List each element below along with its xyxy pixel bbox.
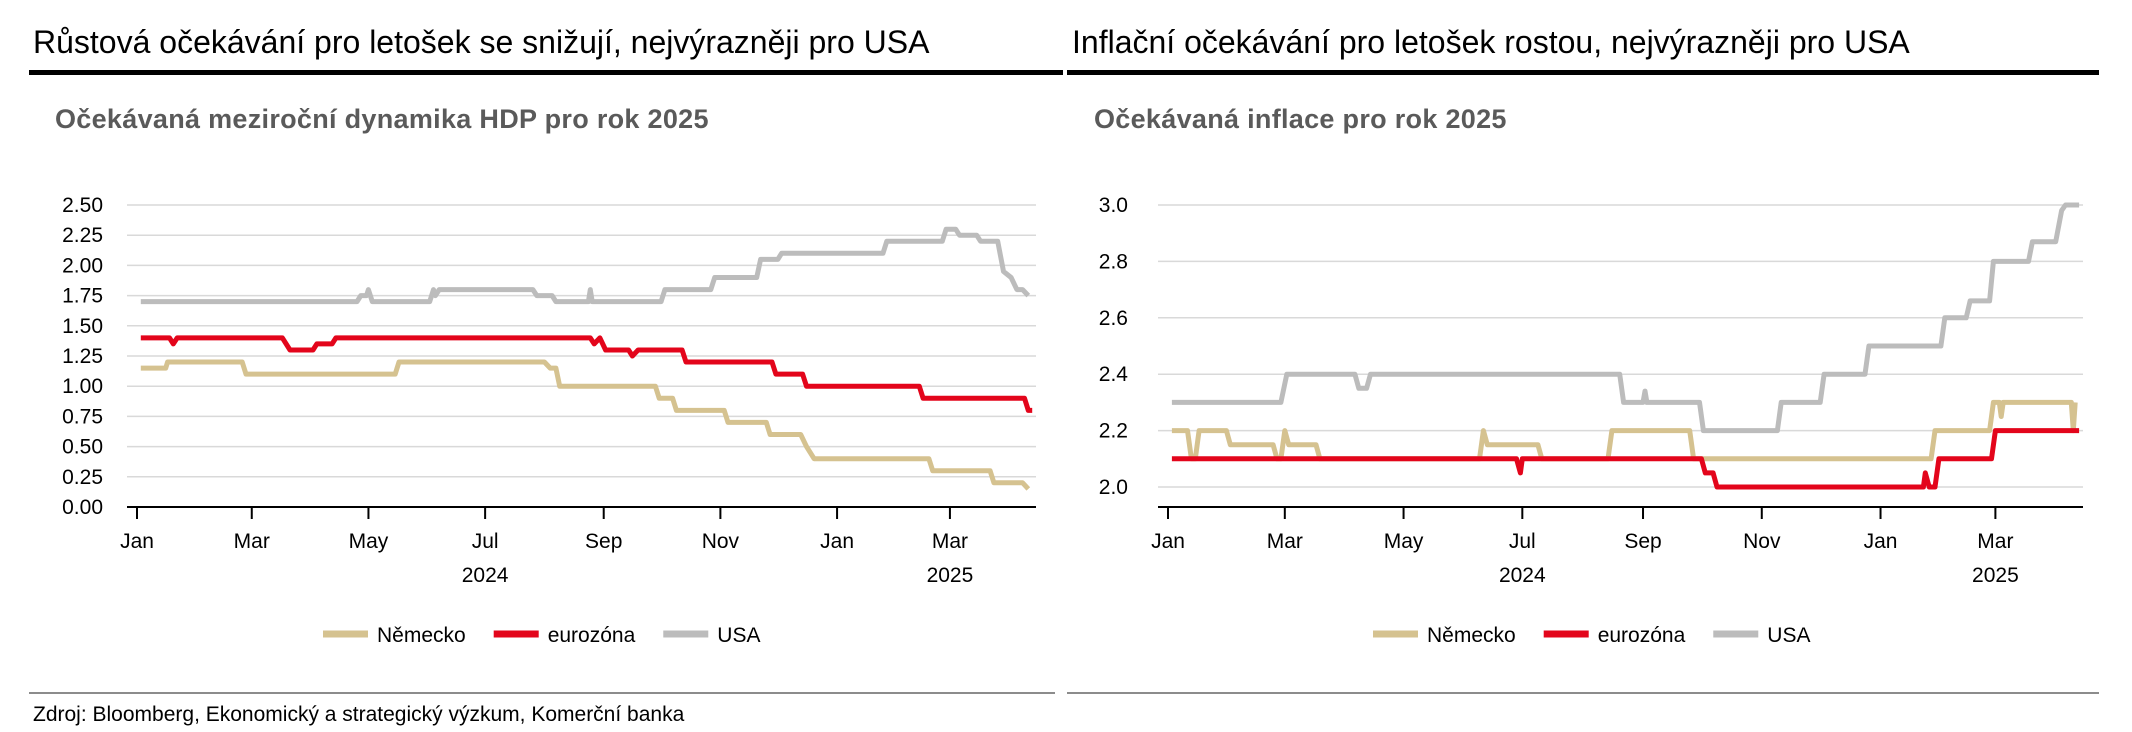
y-tick-label: 2.50 xyxy=(62,194,103,217)
y-tick-label: 1.25 xyxy=(62,345,103,368)
y-tick-label: 2.00 xyxy=(62,254,103,277)
y-tick-label: 3.0 xyxy=(1099,194,1128,217)
x-tick-label: Mar xyxy=(932,530,968,553)
y-tick-label: 2.4 xyxy=(1099,363,1129,386)
legend-label-eurozona: eurozóna xyxy=(548,624,636,647)
right-panel-title: Inflační očekávání pro letošek rostou, n… xyxy=(1072,24,1910,60)
legend-label-nemecko: Německo xyxy=(1427,624,1516,647)
series-line-eurozona xyxy=(1171,428,2080,490)
x-tick-label: Jan xyxy=(1151,530,1185,553)
y-tick-label: 0.00 xyxy=(62,496,103,519)
y-tick-label: 1.00 xyxy=(62,375,103,398)
x-tick-label: Mar xyxy=(234,530,270,553)
legend-label-usa: USA xyxy=(1767,624,1810,647)
left-title-rule xyxy=(29,70,1063,75)
y-tick-label: 2.0 xyxy=(1099,476,1128,499)
right-chart-subtitle: Očekávaná inflace pro rok 2025 xyxy=(1094,104,1507,134)
x-tick-label: Mar xyxy=(1267,530,1303,553)
legend-label-nemecko: Německo xyxy=(377,624,466,647)
series-line-usa xyxy=(140,226,1031,305)
y-tick-label: 1.75 xyxy=(62,285,103,308)
y-tick-label: 2.2 xyxy=(1099,420,1128,443)
source-note: Zdroj: Bloomberg, Ekonomický a strategic… xyxy=(33,703,685,726)
y-tick-label: 2.8 xyxy=(1099,250,1128,273)
right-footer-rule xyxy=(1067,692,2099,694)
x-tick-label: Sep xyxy=(585,530,622,553)
series-line-usa xyxy=(1171,202,2080,434)
x-tick-label: Jul xyxy=(1509,530,1536,553)
year-label: 2025 xyxy=(1972,564,2019,587)
y-tick-label: 1.50 xyxy=(62,315,103,338)
left-panel-title: Růstová očekávání pro letošek se snižují… xyxy=(33,24,930,60)
x-tick-label: May xyxy=(349,530,389,553)
y-tick-label: 2.25 xyxy=(62,224,103,247)
series-line-nemecko xyxy=(140,359,1031,491)
left-chart-subtitle: Očekávaná meziroční dynamika HDP pro rok… xyxy=(55,104,709,134)
x-tick-label: Nov xyxy=(702,530,740,553)
x-tick-label: Nov xyxy=(1743,530,1781,553)
x-tick-label: Sep xyxy=(1624,530,1661,553)
series-line-nemecko xyxy=(1171,399,2078,462)
year-label: 2024 xyxy=(462,564,509,587)
x-tick-label: Jan xyxy=(120,530,154,553)
left-footer-rule xyxy=(29,692,1055,694)
x-tick-label: Jul xyxy=(472,530,499,553)
series-line-eurozona xyxy=(140,335,1033,413)
year-label: 2025 xyxy=(927,564,974,587)
legend-label-eurozona: eurozóna xyxy=(1598,624,1686,647)
y-tick-label: 2.6 xyxy=(1099,307,1128,330)
y-tick-label: 0.25 xyxy=(62,466,103,489)
y-tick-label: 0.75 xyxy=(62,405,103,428)
legend-label-usa: USA xyxy=(717,624,760,647)
year-label: 2024 xyxy=(1499,564,1546,587)
right-title-rule xyxy=(1067,70,2099,75)
x-tick-label: Jan xyxy=(820,530,854,553)
x-tick-label: Mar xyxy=(1977,530,2013,553)
y-tick-label: 0.50 xyxy=(62,436,103,459)
x-tick-label: Jan xyxy=(1864,530,1898,553)
x-tick-label: May xyxy=(1384,530,1424,553)
